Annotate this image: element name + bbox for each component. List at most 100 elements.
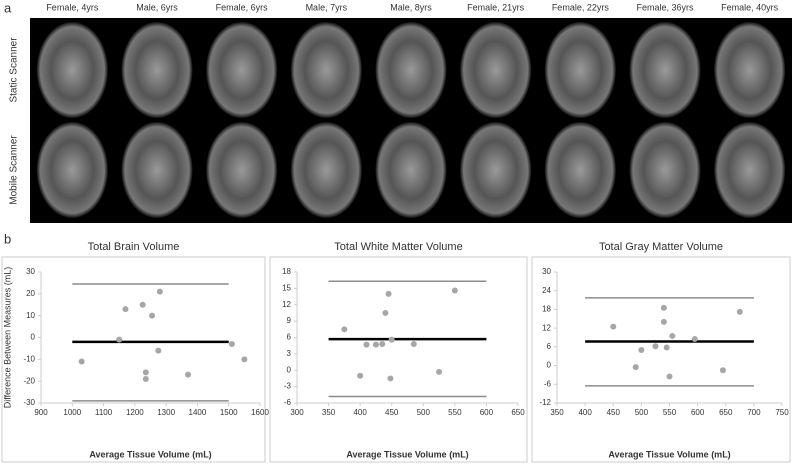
column-label: Male, 6yrs	[136, 2, 178, 12]
brain-image	[375, 22, 447, 118]
y-tick-label: -30	[23, 398, 35, 407]
chart-frame	[269, 256, 528, 463]
y-tick-label: -10	[23, 354, 35, 363]
point	[156, 288, 163, 295]
x-tick-label: 550	[448, 408, 462, 417]
y-tick-label: 18	[542, 305, 551, 314]
x-axis-label: Average Tissue Volume (mL)	[346, 449, 468, 459]
point	[142, 369, 149, 376]
x-tick-label: 650	[511, 408, 525, 417]
column-label: Female, 22yrs	[552, 2, 610, 12]
point	[388, 336, 395, 343]
brain-image	[290, 122, 362, 218]
x-axis-label: Average Tissue Volume (mL)	[608, 449, 730, 459]
chart-title: Total White Matter Volume	[334, 241, 462, 253]
y-tick-label: 12	[542, 323, 551, 332]
brain-image	[629, 122, 701, 218]
brain-image	[36, 22, 108, 118]
y-tick-label: -6	[284, 398, 292, 407]
x-tick-label: 1600	[251, 408, 269, 417]
point	[663, 344, 670, 351]
point	[78, 358, 85, 365]
x-tick-label: 1200	[126, 408, 144, 417]
point	[379, 341, 386, 348]
y-tick-label: 12	[282, 300, 291, 309]
y-tick-label: 0	[287, 365, 292, 374]
x-tick-label: 700	[747, 408, 761, 417]
brain-image	[544, 122, 616, 218]
point	[632, 364, 639, 371]
point	[341, 326, 348, 333]
brain-image	[121, 122, 193, 218]
y-tick-label: 0	[547, 361, 552, 370]
point	[228, 341, 235, 348]
row-label: Mobile Scanner	[9, 135, 20, 205]
y-tick-label: -12	[539, 398, 551, 407]
point	[155, 347, 162, 354]
point	[666, 373, 673, 380]
x-tick-label: 500	[635, 408, 649, 417]
x-tick-label: 400	[353, 408, 367, 417]
point	[736, 308, 743, 315]
column-label: Female, 40yrs	[721, 2, 779, 12]
point	[372, 341, 379, 348]
brain-image	[206, 22, 278, 118]
y-tick-label: 10	[26, 311, 35, 320]
y-tick-label: 24	[542, 286, 551, 295]
panel-label: b	[4, 231, 11, 246]
chart-title: Total Brain Volume	[88, 241, 180, 253]
brain-image	[714, 122, 786, 218]
point	[660, 304, 667, 311]
point	[410, 341, 417, 348]
point	[241, 356, 248, 363]
point	[385, 290, 392, 297]
x-tick-label: 400	[578, 408, 592, 417]
column-label: Female, 36yrs	[636, 2, 694, 12]
x-tick-label: 450	[385, 408, 399, 417]
point	[139, 301, 146, 308]
x-tick-label: 300	[290, 408, 304, 417]
y-tick-label: -20	[23, 376, 35, 385]
column-label: Female, 4yrs	[46, 2, 99, 12]
point	[719, 367, 726, 374]
x-axis-label: Average Tissue Volume (mL)	[89, 449, 211, 459]
column-label: Female, 21yrs	[467, 2, 525, 12]
point	[122, 306, 129, 313]
point	[363, 341, 370, 348]
point	[116, 336, 123, 343]
point	[610, 323, 617, 330]
point	[669, 332, 676, 339]
brain-image	[375, 122, 447, 218]
chart-frame	[531, 256, 791, 463]
brain-image	[36, 122, 108, 218]
point	[142, 375, 149, 382]
chart-title: Total Gray Matter Volume	[599, 241, 723, 253]
brain-image	[460, 22, 532, 118]
point	[436, 368, 443, 375]
column-label: Male, 7yrs	[306, 2, 348, 12]
point	[652, 343, 659, 350]
point	[185, 371, 192, 378]
x-tick-label: 600	[480, 408, 494, 417]
x-tick-label: 1000	[63, 408, 81, 417]
brain-image	[206, 122, 278, 218]
y-tick-label: 20	[26, 289, 35, 298]
point	[660, 318, 667, 325]
brain-image	[460, 122, 532, 218]
brain-image	[121, 22, 193, 118]
y-tick-label: 30	[26, 267, 35, 276]
y-tick-label: 30	[542, 267, 551, 276]
point	[638, 346, 645, 353]
y-tick-label: -3	[284, 382, 292, 391]
x-tick-label: 900	[34, 408, 48, 417]
x-tick-label: 350	[550, 408, 564, 417]
brain-image	[290, 22, 362, 118]
point	[691, 336, 698, 343]
y-tick-label: -6	[544, 379, 552, 388]
y-tick-label: 3	[287, 349, 292, 358]
y-axis-label: Difference Between Measures (mL)	[2, 267, 12, 408]
x-tick-label: 350	[322, 408, 336, 417]
row-label: Static Scanner	[9, 37, 20, 103]
y-tick-label: 15	[282, 283, 291, 292]
